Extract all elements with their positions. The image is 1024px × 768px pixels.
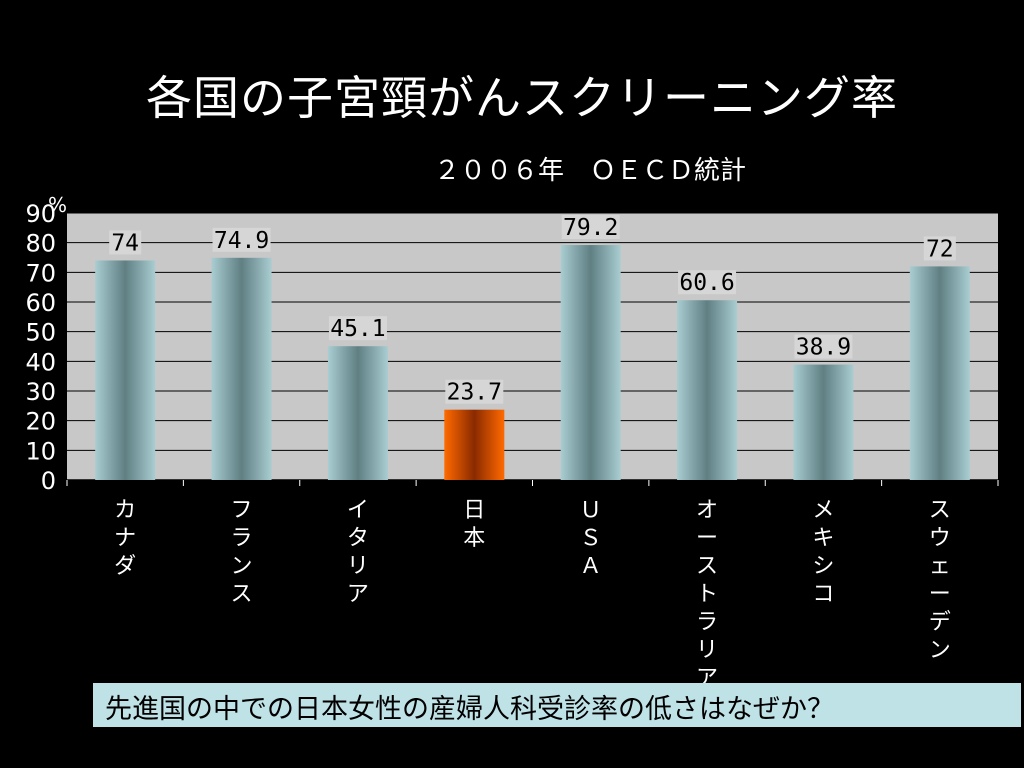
footer-text: 先進国の中での日本女性の産婦人科受診率の低さはなぜか？ [105, 694, 834, 725]
x-category-label: スウェーデン [929, 498, 951, 663]
y-axis-unit: % [48, 193, 67, 217]
bar-0 [95, 260, 156, 480]
chart-subtitle: ２００６年 ＯＥＣＤ統計 [434, 156, 747, 186]
y-tick-label: 60 [25, 289, 56, 317]
data-label-bg [923, 236, 956, 261]
bar-4 [560, 245, 621, 480]
y-tick-label: 90 [25, 200, 56, 228]
bar-6 [793, 364, 854, 480]
data-label: 60.6 [679, 270, 734, 296]
x-category-label: オーストラリア [696, 498, 718, 691]
y-tick-label: 50 [25, 319, 56, 347]
y-tick-label: 80 [25, 230, 56, 258]
data-label-bg [678, 270, 737, 295]
data-label-bg [561, 215, 620, 240]
x-category-label: フランス [231, 498, 253, 607]
data-label: 79.2 [563, 215, 618, 241]
data-label-bg [445, 379, 504, 404]
data-label: 38.9 [796, 335, 851, 361]
data-label-bg [212, 227, 271, 252]
slide-title: 各国の子宮頸がんスクリーニング率 [146, 71, 898, 125]
bar-3 [444, 409, 505, 480]
data-label-bg [794, 334, 853, 359]
bar-5 [677, 300, 738, 480]
y-tick-label: 20 [25, 408, 56, 436]
data-label: 74.9 [214, 228, 269, 254]
bar-1 [211, 257, 272, 480]
y-tick-label: 0 [41, 467, 56, 495]
x-category-label: ＵＳＡ [580, 498, 602, 579]
y-tick-label: 40 [25, 348, 56, 376]
bar-2 [327, 346, 388, 480]
y-tick-label: 30 [25, 378, 56, 406]
data-label-bg [328, 316, 387, 341]
bar-7 [909, 266, 970, 480]
data-label: 74 [111, 230, 139, 256]
footer-callout: 先進国の中での日本女性の産婦人科受診率の低さはなぜか？ [93, 683, 1021, 727]
x-category-label: 日本 [463, 498, 485, 551]
data-label: 23.7 [447, 380, 502, 406]
data-label: 72 [926, 236, 954, 262]
y-tick-label: 10 [25, 437, 56, 465]
plot-area [67, 213, 998, 480]
x-category-label: メキシコ [812, 498, 834, 607]
data-label-bg [109, 230, 142, 255]
y-tick-label: 70 [25, 259, 56, 287]
data-label: 45.1 [330, 316, 385, 342]
x-category-label: カナダ [114, 498, 136, 579]
x-category-label: イタリア [347, 498, 369, 607]
